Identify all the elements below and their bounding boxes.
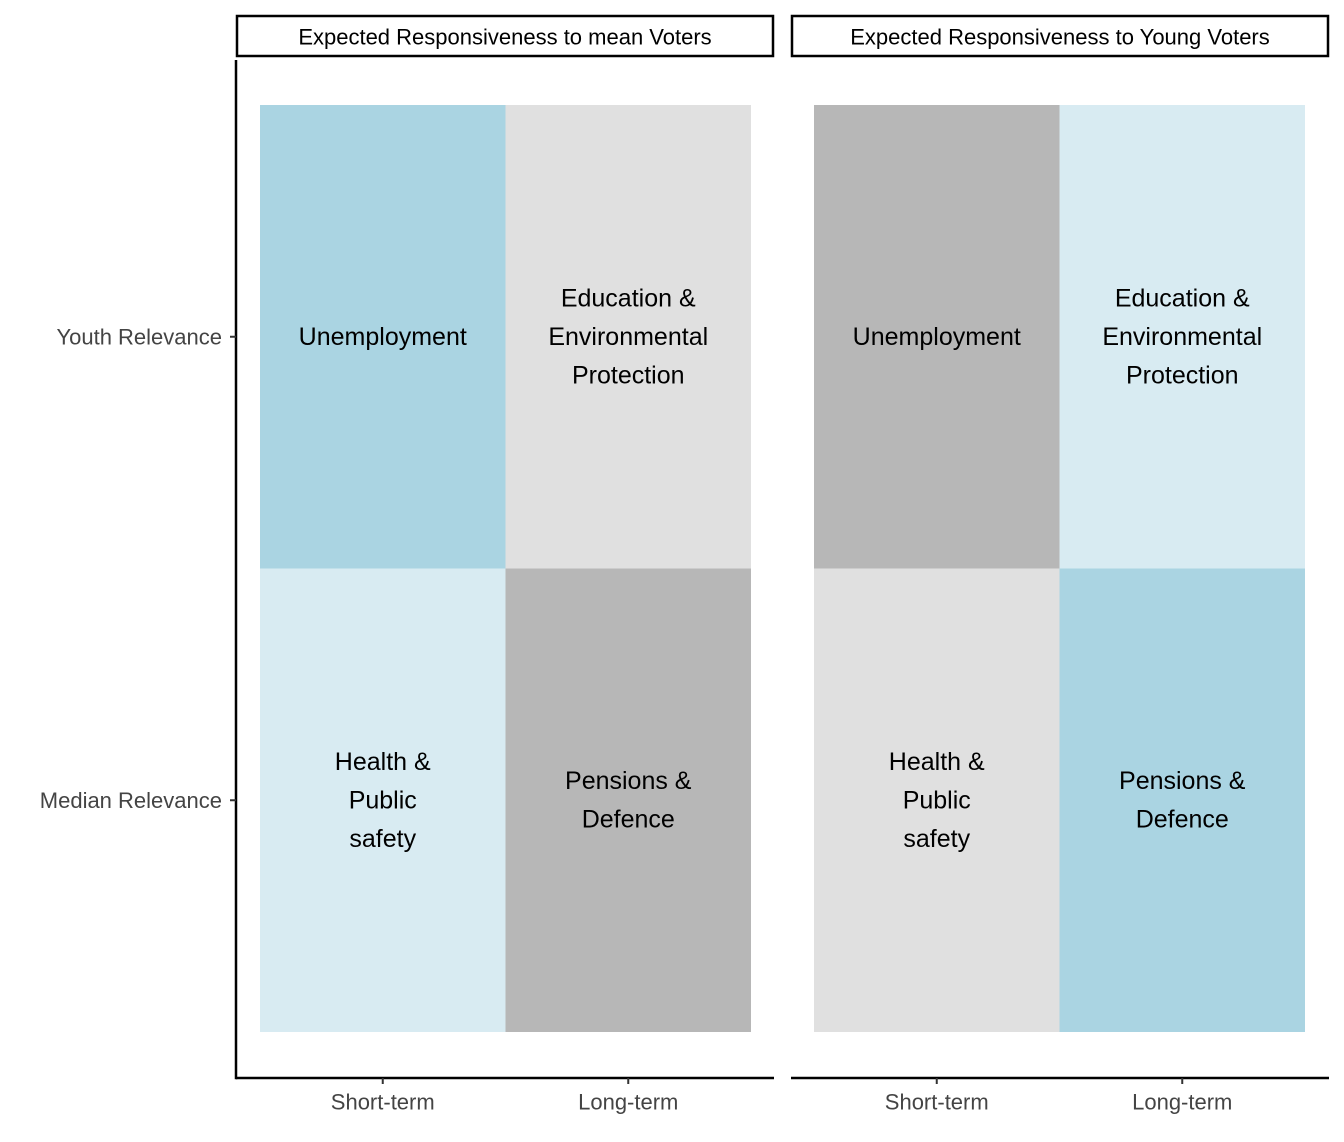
- tile-2-1: [814, 105, 1060, 569]
- facet-strip: [235, 14, 775, 58]
- tile-2-3: [814, 568, 1060, 1032]
- tile-label: safety: [903, 825, 970, 853]
- tile-1-1: [260, 105, 506, 569]
- tile-label: Public: [903, 786, 971, 814]
- tile-label: Protection: [1126, 361, 1239, 389]
- y-tick-label: Youth Relevance: [56, 324, 222, 349]
- y-tick-label: Median Relevance: [40, 788, 222, 813]
- facet-strip: [790, 14, 1330, 58]
- tile-label: safety: [349, 825, 416, 853]
- x-tick-label: Short-term: [885, 1090, 989, 1115]
- tile-1-3: [260, 568, 506, 1032]
- tile-label: Health &: [335, 748, 431, 776]
- tile-label: Education &: [561, 284, 696, 312]
- tile-label: Pensions &: [565, 767, 692, 795]
- tile-label: Environmental: [1102, 323, 1262, 351]
- tile-label: Unemployment: [853, 323, 1021, 351]
- tile-label: Environmental: [548, 323, 708, 351]
- tile-label: Unemployment: [299, 323, 467, 351]
- tile-label: Defence: [1136, 806, 1229, 834]
- x-tick-label: Long-term: [1132, 1090, 1232, 1115]
- x-tick-label: Short-term: [331, 1090, 435, 1115]
- tile-label: Public: [349, 786, 417, 814]
- tile-2-2: [1059, 105, 1305, 569]
- tile-label: Defence: [582, 806, 675, 834]
- tile-label: Protection: [572, 361, 685, 389]
- tile-label: Health &: [889, 748, 985, 776]
- facet-strip-label: Expected Responsiveness to Young Voters: [850, 25, 1270, 50]
- tile-label: Pensions &: [1119, 767, 1246, 795]
- facet-strip-label: Expected Responsiveness to mean Voters: [298, 25, 711, 50]
- tile-label: Education &: [1115, 284, 1250, 312]
- x-tick-label: Long-term: [578, 1090, 678, 1115]
- tile-1-4: [505, 568, 751, 1032]
- tile-2-4: [1059, 568, 1305, 1032]
- tile-1-2: [505, 105, 751, 569]
